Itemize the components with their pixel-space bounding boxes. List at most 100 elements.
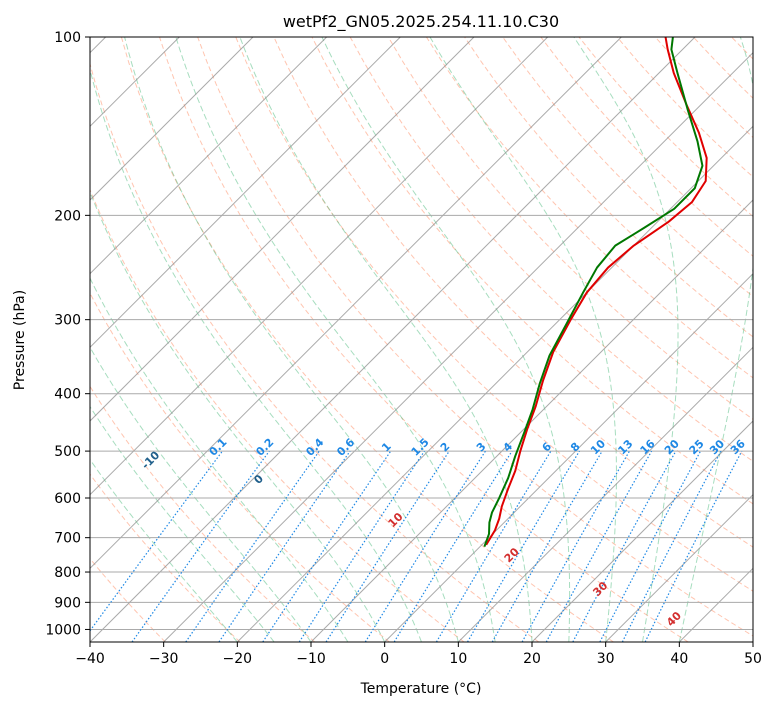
- mixing-ratio-label: 36: [728, 437, 748, 457]
- background-lines: [90, 37, 775, 642]
- isotherm-line: [90, 37, 328, 275]
- mixing-ratio-label: 4: [501, 440, 516, 455]
- mixing-ratio-label: 1.5: [409, 436, 432, 459]
- x-tick-label: −40: [75, 651, 105, 667]
- y-tick-label: 200: [54, 208, 81, 224]
- moist-adiabat-line: [90, 190, 386, 642]
- dry-adiabat-line: [464, 37, 753, 338]
- y-axis-label: Pressure (hPa): [12, 290, 28, 390]
- mixing-ratio-label: 2: [438, 440, 453, 455]
- dry-adiabat-line: [692, 37, 753, 99]
- y-tick-label: 400: [54, 387, 81, 403]
- isotherm-line: [90, 37, 401, 349]
- x-tick-label: −20: [223, 651, 253, 667]
- mixing-ratio-line: [218, 450, 351, 642]
- dry-adiabat-line: [273, 37, 753, 548]
- dry-adiabat-line: [90, 557, 166, 642]
- dry-adiabat-line: [311, 37, 753, 505]
- moist-adiabat-line: [90, 277, 349, 642]
- dry-adiabat-line: [578, 37, 753, 218]
- isotherm-line: [384, 272, 753, 642]
- mixing-ratio-label: 20: [662, 437, 682, 457]
- x-tick-label: 10: [449, 651, 467, 667]
- dry-adiabat-line: [387, 37, 753, 420]
- x-tick-label: −10: [296, 651, 326, 667]
- mixing-ratio-label: 8: [568, 440, 583, 455]
- dry-adiabat-line: [159, 37, 689, 642]
- isotherm-line: [163, 51, 753, 642]
- plot-frame: [89, 36, 754, 643]
- moist-adiabat-label: 30: [590, 579, 610, 599]
- moist-adiabat-line: [678, 37, 753, 642]
- moist-adiabat-line: [573, 37, 679, 642]
- mixing-ratio-label: 0.2: [253, 436, 276, 459]
- x-tick-label: 0: [380, 651, 389, 667]
- moist-adiabat-line: [321, 37, 571, 642]
- mixing-ratio-line: [545, 450, 653, 642]
- mixing-ratio-label: 13: [615, 437, 635, 457]
- mixing-ratio-line: [621, 450, 722, 642]
- dry-adiabat-line: [120, 37, 614, 642]
- moist-adiabat-label: 0: [251, 472, 266, 487]
- y-tick-label: 300: [54, 313, 81, 329]
- dry-adiabat-line: [425, 37, 753, 379]
- moist-adiabat-line: [90, 346, 312, 642]
- dry-adiabat-line: [90, 385, 316, 642]
- x-tick-label: 30: [597, 651, 615, 667]
- isotherm-line: [90, 37, 475, 422]
- dry-adiabat-line: [235, 37, 753, 592]
- mixing-ratio-label: 0.1: [207, 436, 230, 459]
- mixing-ratio-line: [572, 450, 677, 642]
- mixing-ratio-line: [599, 450, 702, 642]
- dry-adiabat-line: [90, 292, 390, 642]
- dry-adiabat-line: [349, 37, 753, 462]
- mixing-ratio-line: [435, 450, 552, 642]
- y-tick-label: 600: [54, 491, 81, 507]
- isotherm-line: [605, 493, 753, 642]
- y-tick-label: 800: [54, 565, 81, 581]
- chart-title: wetPf2_GN05.2025.254.11.10.C30: [283, 12, 559, 32]
- isotherm-line: [236, 125, 753, 642]
- moist-adiabat-line: [175, 37, 496, 642]
- mixing-ratio-line: [325, 450, 450, 642]
- mixing-ratio-line: [185, 450, 320, 642]
- axis-ticks: −40 −30 −20 −10 0 10 20 30 40 5010020030040050060…: [45, 30, 762, 667]
- moist-adiabat-label: 40: [664, 609, 684, 629]
- y-tick-label: 900: [54, 595, 81, 611]
- moist-adiabat-line: [239, 37, 533, 642]
- isotherm-line: [531, 420, 753, 642]
- mixing-ratio-line: [521, 450, 631, 642]
- mixing-ratio-label: 1: [379, 440, 394, 455]
- isotherm-line: [310, 199, 753, 642]
- isotherm-line: [90, 37, 622, 570]
- isotherm-line: [457, 346, 753, 642]
- mixing-ratio-label: 25: [687, 437, 707, 457]
- mixing-ratio-line: [90, 450, 223, 632]
- mixing-ratio-line: [298, 450, 425, 642]
- moist-adiabat-label: 10: [386, 510, 406, 530]
- dry-adiabat-line: [90, 473, 241, 642]
- mixing-ratio-label: 0.6: [334, 435, 357, 458]
- line-labels: 0.10.20.40.611.52346810131620253036-100-…: [54, 414, 748, 629]
- y-tick-label: 1000: [45, 622, 81, 638]
- dry-adiabat-line: [197, 37, 753, 637]
- dry-adiabat-line: [90, 188, 465, 642]
- isotherm-line: [90, 37, 696, 642]
- y-tick-label: 100: [54, 30, 81, 46]
- mixing-ratio-line: [364, 450, 486, 642]
- mixing-ratio-label: 30: [707, 437, 727, 457]
- mixing-ratio-line: [131, 450, 270, 642]
- y-tick-label: 700: [54, 531, 81, 547]
- moist-adiabat-line: [90, 67, 422, 642]
- mixing-ratio-line: [644, 450, 743, 642]
- dry-adiabat-line: [90, 62, 540, 642]
- isotherm-line: [752, 641, 753, 642]
- moist-adiabat-line: [124, 37, 459, 642]
- dry-adiabat-label: -20: [54, 414, 77, 437]
- y-tick-label: 500: [54, 444, 81, 460]
- mixing-ratio-label: 10: [588, 437, 608, 457]
- dewpoint-profile-line: [483, 37, 704, 548]
- mixing-ratio-line: [393, 450, 513, 642]
- dry-adiabat-line: [770, 37, 775, 642]
- isotherm-line: [90, 37, 254, 201]
